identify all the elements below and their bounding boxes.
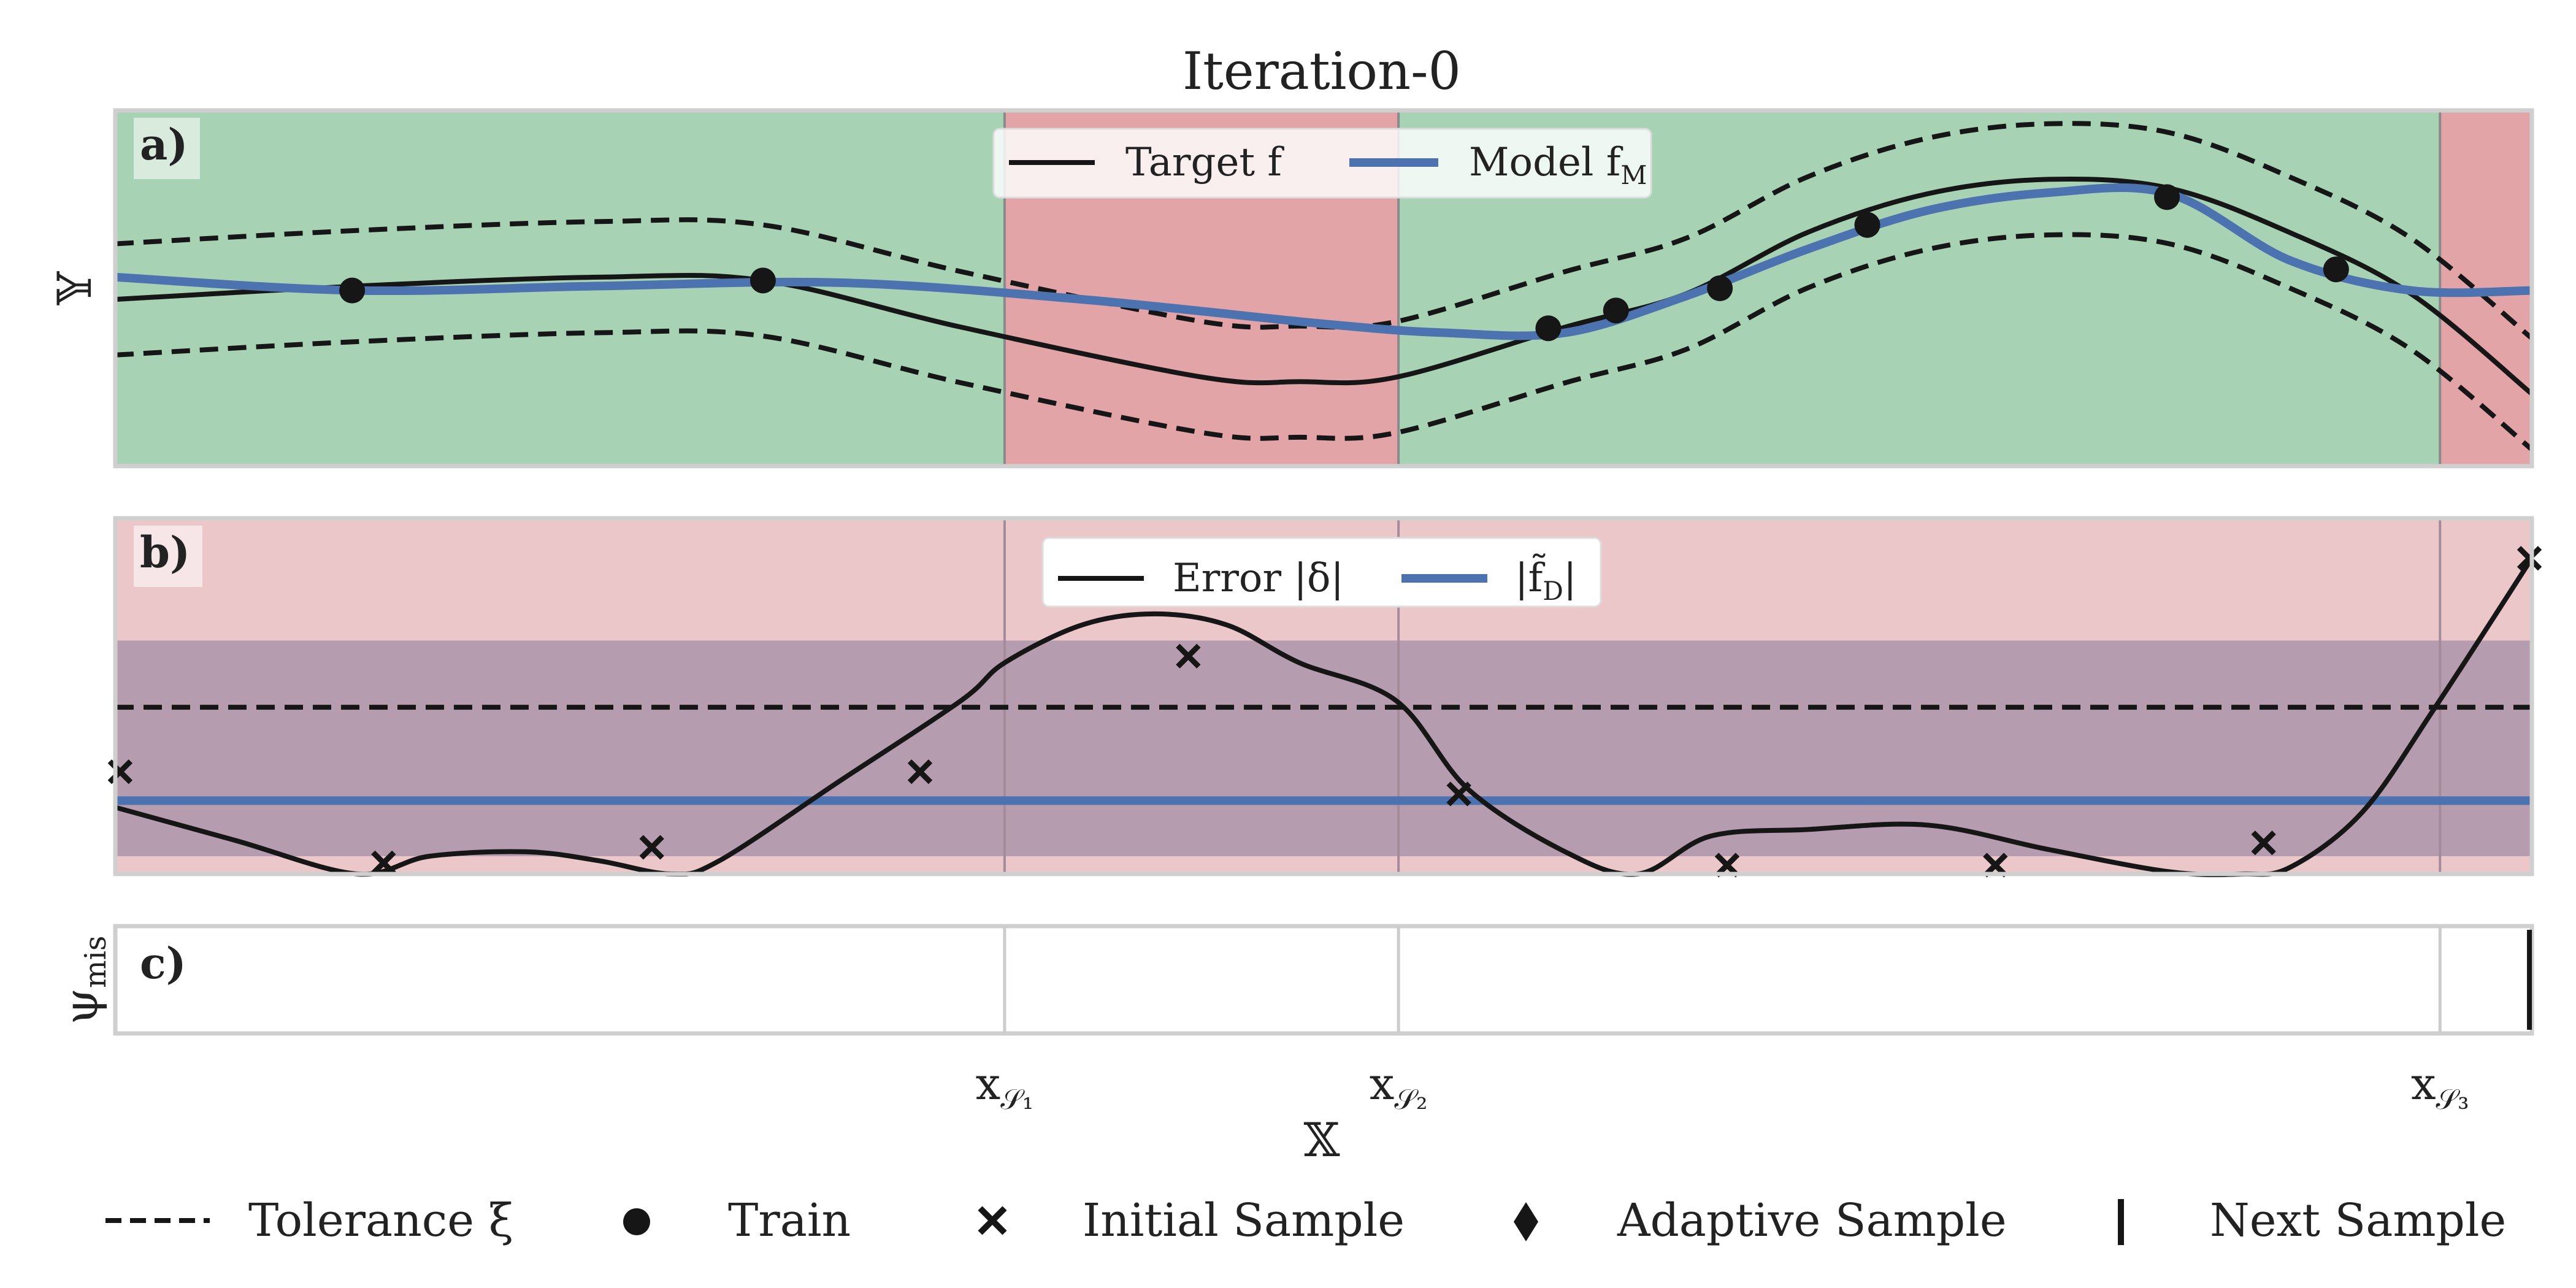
initial-sample-marker	[907, 759, 933, 784]
panel-c-frame	[113, 924, 2534, 1036]
legend-next-label: Next Sample	[2210, 1194, 2506, 1247]
panel-a-train-points	[339, 184, 2349, 342]
panel-a-legend: Target f Model fM	[992, 128, 1652, 199]
legend-adaptive-marker	[1514, 1202, 1538, 1241]
panel-b-legend-box	[1041, 537, 1602, 608]
train-point	[2154, 184, 2180, 210]
legend-adaptive-label: Adaptive Sample	[1617, 1194, 2007, 1247]
legend-model-label: Model fM	[1469, 140, 1647, 190]
legend-tolerance-label: Tolerance ξ	[248, 1194, 513, 1247]
legend-initial-label: Initial Sample	[1083, 1194, 1405, 1247]
train-point	[749, 267, 776, 294]
initial-sample-marker	[639, 835, 664, 860]
initial-sample-marker	[2251, 830, 2276, 856]
initial-sample-marker	[1446, 781, 1471, 807]
legend-target-label: Target f	[1125, 140, 1284, 185]
legend-train-label: Train	[728, 1194, 851, 1247]
initial-sample-marker	[371, 850, 396, 876]
train-point	[1603, 297, 1629, 324]
train-point	[1535, 315, 1562, 342]
figure-title: Iteration-0	[1183, 41, 1461, 101]
legend-initial-marker	[978, 1206, 1007, 1235]
xtick-label: x𝒮₃	[2411, 1058, 2469, 1116]
panel-b: b) Error |δ| |f̃D|	[107, 516, 2542, 878]
panel-a: a) 𝕐 Target f Model fM	[47, 108, 2534, 469]
train-point	[1854, 212, 1880, 238]
tolerance-band	[115, 640, 2532, 856]
panel-b-initial-samples	[107, 546, 2542, 878]
panel-b-legend: Error |δ| |f̃D|	[1041, 537, 1602, 608]
panel-a-ylabel: 𝕐	[47, 271, 102, 305]
train-point	[339, 277, 366, 304]
panel-b-label: b)	[140, 527, 190, 578]
panel-c: c) ψmis x𝒮₁ x𝒮₂ x𝒮₃	[53, 924, 2534, 1116]
panel-c-dividers	[1003, 926, 2532, 1033]
panel-c-xticks: x𝒮₁ x𝒮₂ x𝒮₃	[976, 1058, 2469, 1116]
target-line	[115, 176, 2534, 396]
xtick-label: x𝒮₁	[976, 1058, 1034, 1116]
panel-b-frame	[113, 516, 2534, 876]
legend-fd-label: |f̃D|	[1515, 554, 1577, 606]
panel-c-label: c)	[140, 938, 186, 989]
panel-c-ylabel: ψmis	[53, 935, 113, 1024]
tolerance-line	[115, 121, 2534, 340]
x-axis-label: 𝕏	[1304, 1113, 1340, 1167]
panel-a-frame	[113, 108, 2534, 469]
panel-a-label-box	[134, 118, 200, 179]
initial-sample-marker	[2517, 546, 2542, 571]
train-point	[2323, 256, 2349, 283]
initial-sample-marker	[1176, 643, 1201, 669]
panel-a-legend-box	[992, 128, 1652, 199]
bottom-legend: Tolerance ξ Train Initial Sample Adaptiv…	[105, 1194, 2506, 1247]
legend-train-marker	[623, 1208, 650, 1235]
panel-b-label-box	[134, 526, 202, 587]
xtick-label: x𝒮₂	[1370, 1058, 1428, 1116]
train-point	[1707, 275, 1733, 301]
panel-a-label: a)	[140, 119, 188, 170]
legend-error-label: Error |δ|	[1173, 556, 1344, 601]
tolerance-line	[115, 232, 2534, 451]
